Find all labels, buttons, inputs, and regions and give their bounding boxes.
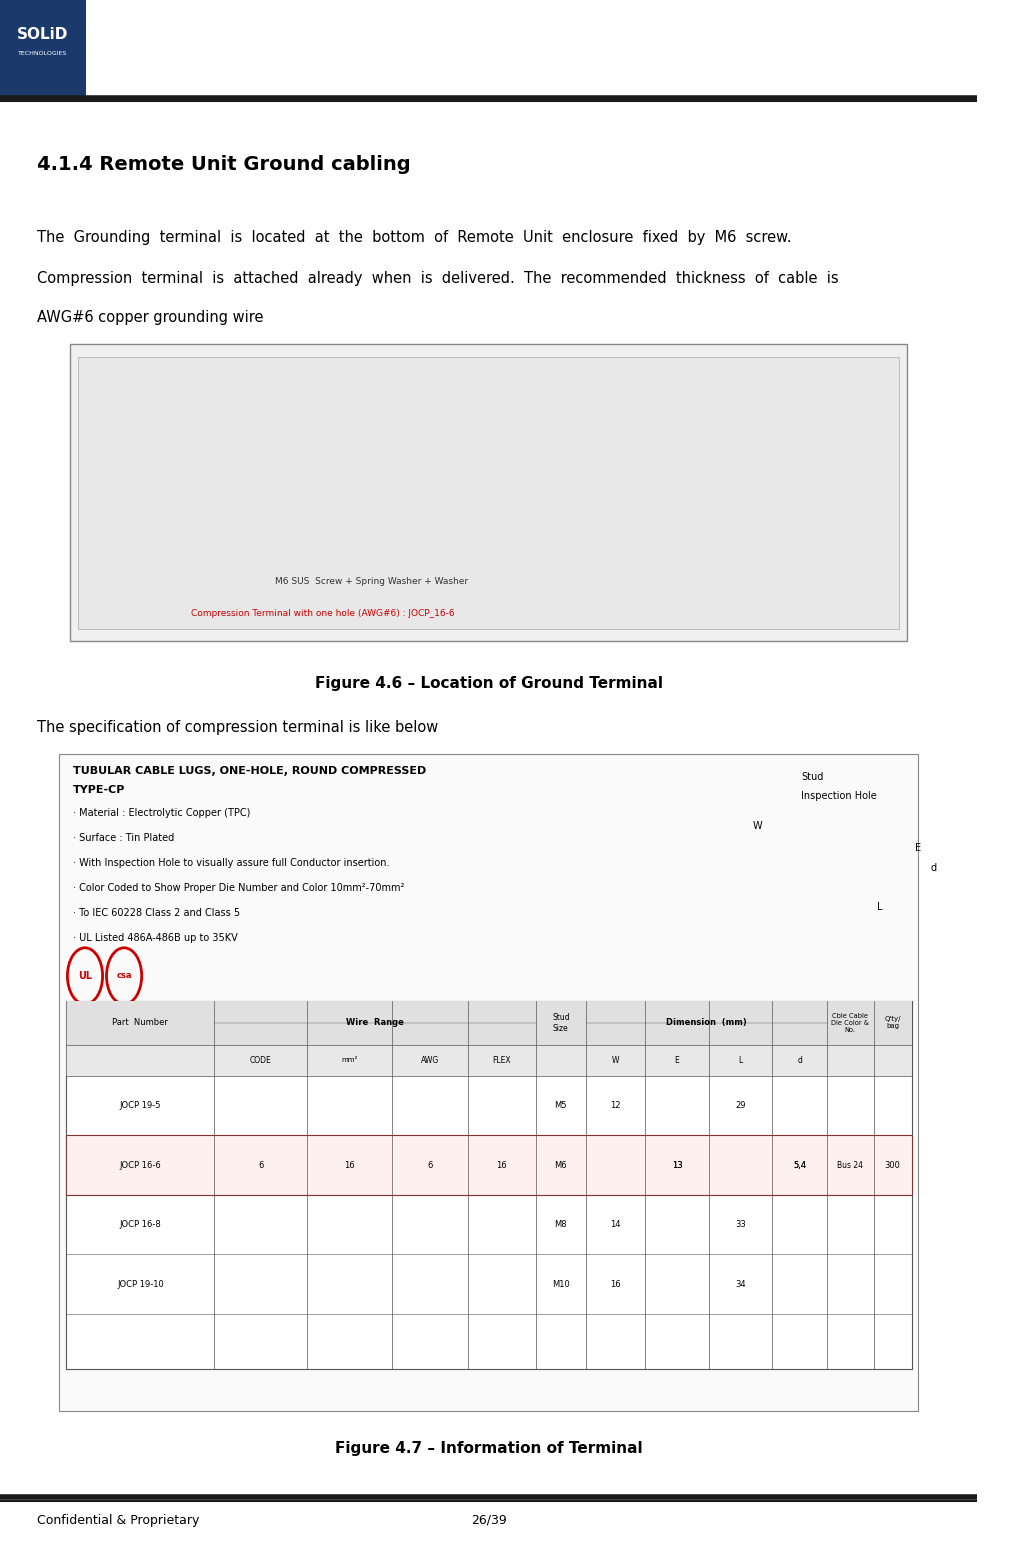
Text: 4.1.4 Remote Unit Ground cabling: 4.1.4 Remote Unit Ground cabling: [37, 155, 411, 174]
FancyBboxPatch shape: [78, 357, 899, 629]
Text: W: W: [612, 1056, 620, 1065]
Text: Part  Number: Part Number: [112, 1018, 168, 1028]
Text: M5: M5: [554, 1101, 568, 1110]
FancyBboxPatch shape: [0, 0, 86, 97]
Text: 5,4: 5,4: [793, 1160, 806, 1170]
Text: E: E: [915, 843, 921, 852]
Text: L: L: [876, 902, 882, 912]
Text: 16: 16: [496, 1160, 507, 1170]
Text: TYPE-CP: TYPE-CP: [73, 785, 125, 795]
Text: · Surface : Tin Plated: · Surface : Tin Plated: [73, 834, 174, 843]
Text: Cble Cable
Die Color &
No.: Cble Cable Die Color & No.: [832, 1013, 869, 1032]
FancyBboxPatch shape: [66, 1001, 912, 1368]
Text: JOCP 19-5: JOCP 19-5: [119, 1101, 161, 1110]
Text: · Color Coded to Show Proper Die Number and Color 10mm²-70mm²: · Color Coded to Show Proper Die Number …: [73, 884, 405, 893]
Text: TECHNOLOGIES: TECHNOLOGIES: [18, 50, 67, 56]
Text: 29: 29: [736, 1101, 746, 1110]
Text: CODE: CODE: [250, 1056, 272, 1065]
Text: d: d: [930, 863, 936, 873]
FancyBboxPatch shape: [59, 754, 918, 1411]
Text: 14: 14: [610, 1220, 621, 1229]
Text: Figure 4.7 – Information of Terminal: Figure 4.7 – Information of Terminal: [334, 1440, 642, 1456]
Text: L: L: [739, 1056, 743, 1065]
Text: · UL Listed 486A-486B up to 35KV: · UL Listed 486A-486B up to 35KV: [73, 934, 238, 943]
Text: 6: 6: [258, 1160, 264, 1170]
FancyBboxPatch shape: [66, 1001, 912, 1045]
FancyBboxPatch shape: [66, 1045, 912, 1076]
Text: W: W: [752, 821, 762, 830]
Text: csa: csa: [116, 971, 131, 981]
Text: Confidential & Proprietary: Confidential & Proprietary: [37, 1514, 200, 1526]
Text: · With Inspection Hole to visually assure full Conductor insertion.: · With Inspection Hole to visually assur…: [73, 859, 390, 868]
Text: 16: 16: [344, 1160, 355, 1170]
Text: FLEX: FLEX: [492, 1056, 511, 1065]
Text: TUBULAR CABLE LUGS, ONE-HOLE, ROUND COMPRESSED: TUBULAR CABLE LUGS, ONE-HOLE, ROUND COMP…: [73, 766, 427, 776]
Text: 12: 12: [610, 1101, 621, 1110]
Text: JOCP 16-6: JOCP 16-6: [119, 1160, 161, 1170]
Text: 26/39: 26/39: [471, 1514, 506, 1526]
Text: 5,4: 5,4: [793, 1160, 806, 1170]
Text: Stud
Size: Stud Size: [552, 1013, 570, 1032]
Text: 33: 33: [735, 1220, 746, 1229]
Text: d: d: [797, 1056, 802, 1065]
FancyBboxPatch shape: [66, 1135, 912, 1195]
Text: AWG#6 copper grounding wire: AWG#6 copper grounding wire: [37, 310, 264, 325]
Text: The specification of compression terminal is like below: The specification of compression termina…: [37, 719, 438, 735]
Text: JOCP 19-10: JOCP 19-10: [117, 1279, 164, 1289]
Text: mm²: mm²: [341, 1057, 358, 1064]
Text: Compression  terminal  is  attached  already  when  is  delivered.  The  recomme: Compression terminal is attached already…: [37, 271, 839, 286]
Text: Compression Terminal with one hole (AWG#6) : JOCP_16-6: Compression Terminal with one hole (AWG#…: [191, 608, 454, 618]
Text: UL: UL: [77, 971, 92, 981]
Text: Wire  Range: Wire Range: [346, 1018, 404, 1028]
Text: 13: 13: [672, 1160, 683, 1170]
Text: JOCP 16-8: JOCP 16-8: [119, 1220, 161, 1229]
Text: 34: 34: [735, 1279, 746, 1289]
Text: Figure 4.6 – Location of Ground Terminal: Figure 4.6 – Location of Ground Terminal: [315, 676, 662, 691]
Text: · Material : Electrolytic Copper (TPC): · Material : Electrolytic Copper (TPC): [73, 809, 251, 818]
Text: E: E: [675, 1056, 680, 1065]
Text: Stud: Stud: [801, 773, 823, 782]
Text: The  Grounding  terminal  is  located  at  the  bottom  of  Remote  Unit  enclos: The Grounding terminal is located at the…: [37, 230, 792, 246]
FancyBboxPatch shape: [70, 344, 907, 641]
Text: Bus 24: Bus 24: [838, 1160, 863, 1170]
Text: SOLiD: SOLiD: [17, 27, 68, 42]
Text: Dimension  (mm): Dimension (mm): [666, 1018, 747, 1028]
Text: 300: 300: [884, 1160, 901, 1170]
Text: · To IEC 60228 Class 2 and Class 5: · To IEC 60228 Class 2 and Class 5: [73, 909, 240, 918]
Text: AWG: AWG: [421, 1056, 439, 1065]
Text: Q'ty/
bag: Q'ty/ bag: [884, 1017, 901, 1029]
Text: M8: M8: [554, 1220, 568, 1229]
Text: M6 SUS  Screw + Spring Washer + Washer: M6 SUS Screw + Spring Washer + Washer: [275, 577, 468, 586]
Text: Inspection Hole: Inspection Hole: [801, 791, 877, 801]
Text: M10: M10: [552, 1279, 570, 1289]
Text: M6: M6: [554, 1160, 568, 1170]
Text: 13: 13: [672, 1160, 683, 1170]
Text: 16: 16: [610, 1279, 622, 1289]
Text: 6: 6: [427, 1160, 432, 1170]
